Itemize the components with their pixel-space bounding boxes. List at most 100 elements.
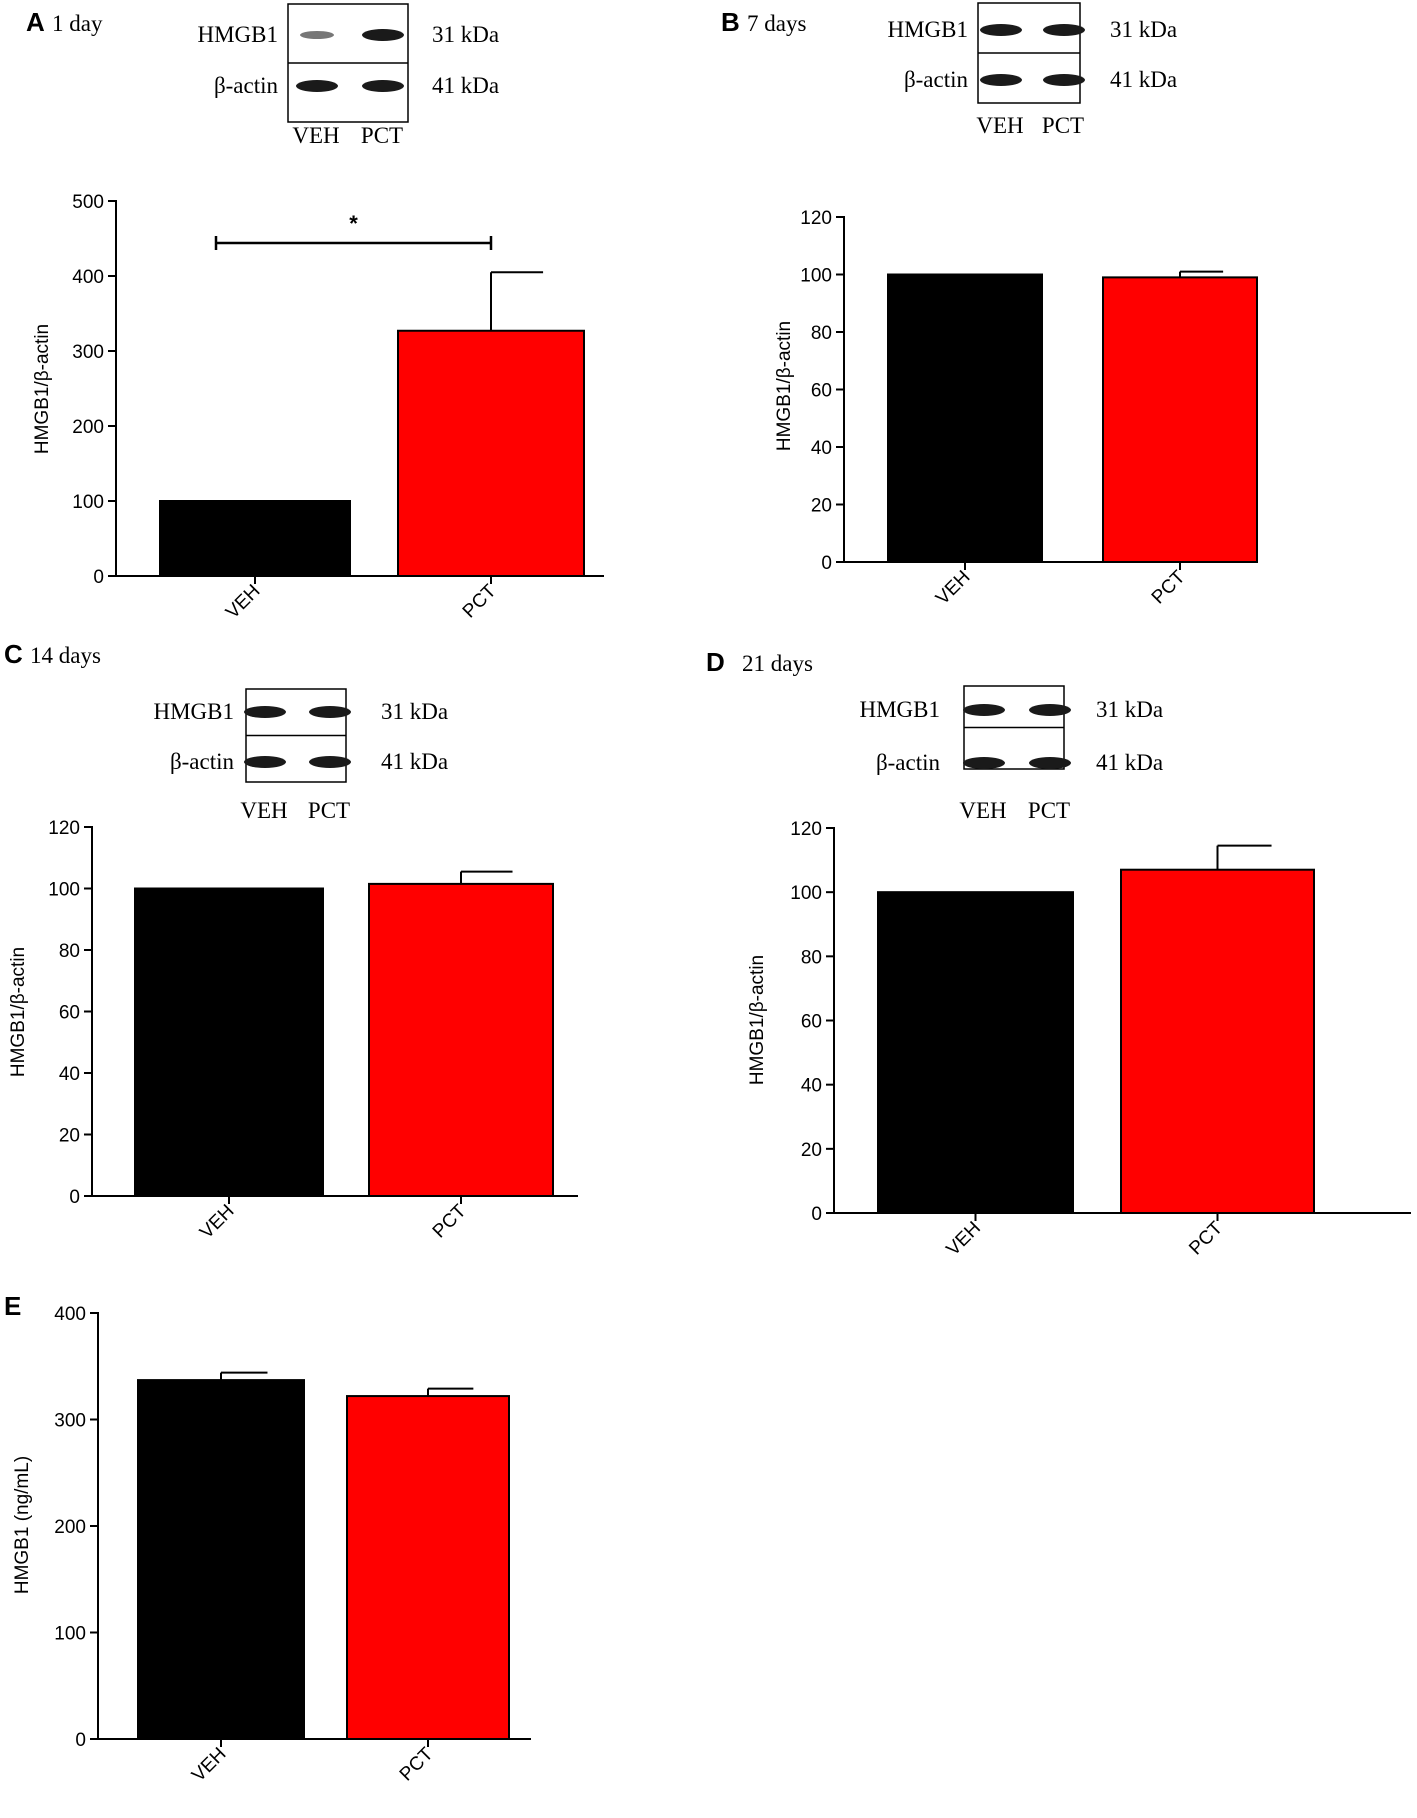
y-tick-label: 60 — [811, 381, 832, 402]
panel-time-label: 14 days — [30, 643, 101, 668]
blot-band — [309, 706, 351, 718]
blot-band — [296, 80, 338, 92]
y-tick-label: 100 — [72, 492, 104, 513]
blot-band — [1043, 74, 1085, 86]
blot-row-label: HMGB1 — [887, 17, 968, 42]
bar-veh — [159, 500, 351, 577]
y-tick-label: 500 — [72, 192, 104, 213]
blot-lane-label: PCT — [1042, 113, 1084, 138]
blot-band — [244, 706, 286, 718]
bar-veh — [137, 1379, 305, 1740]
y-tick-label: 200 — [72, 417, 104, 438]
x-tick-label: VEH — [196, 1201, 238, 1243]
blot-size-label: 31 kDa — [1096, 697, 1163, 722]
blot-band — [309, 756, 351, 768]
blot-lane-label: PCT — [1028, 798, 1070, 823]
y-tick-label: 20 — [811, 496, 832, 517]
y-axis-title: HMGB1/β-actin — [32, 324, 53, 454]
blot-size-label: 41 kDa — [1096, 750, 1163, 775]
bar-pct — [397, 329, 585, 577]
blot-band — [980, 74, 1022, 86]
y-tick-label: 40 — [801, 1076, 822, 1097]
y-tick-label: 100 — [48, 880, 80, 901]
blot-band — [300, 31, 334, 39]
blot-size-label: 41 kDa — [381, 749, 448, 774]
bar-pct — [368, 882, 554, 1197]
y-tick-label: 40 — [59, 1064, 80, 1085]
blot-band — [1029, 757, 1071, 769]
blot-lane-label: PCT — [308, 798, 350, 823]
bar-pct — [1102, 276, 1258, 563]
y-tick-label: 100 — [800, 266, 832, 287]
y-tick-label: 0 — [93, 567, 104, 588]
y-tick-label: 40 — [811, 438, 832, 459]
blot-size-label: 41 kDa — [1110, 67, 1177, 92]
y-tick-label: 60 — [801, 1012, 822, 1033]
panel-time-label: 7 days — [747, 11, 806, 36]
y-tick-label: 100 — [790, 883, 822, 904]
panel-time-label: 21 days — [742, 651, 813, 676]
y-tick-label: 0 — [811, 1204, 822, 1225]
western-blot: HMGB1 31 kDa β-actin 41 kDa VEH PCT — [859, 685, 1163, 823]
y-tick-label: 20 — [801, 1140, 822, 1161]
x-tick-label: PCT — [1148, 566, 1190, 608]
blot-row-label: β-actin — [170, 749, 235, 774]
western-blot: HMGB1 31 kDa β-actin 41 kDa VEH PCT — [197, 3, 499, 148]
blot-band — [362, 80, 404, 92]
blot-band — [963, 757, 1005, 769]
panel-letter: E — [4, 1291, 21, 1321]
panel-time-label: 1 day — [52, 11, 103, 36]
chart-panel-d: D 21 days HMGB1 31 kDa β-actin 41 kDa VEH PCT 0 2… — [706, 647, 1411, 1260]
blot-band — [980, 24, 1022, 36]
bar-veh — [887, 273, 1043, 563]
blot-lane-label: VEH — [959, 798, 1006, 823]
blot-lane-label: VEH — [976, 113, 1023, 138]
panel-letter: C — [4, 639, 23, 669]
y-tick-label: 0 — [69, 1187, 80, 1208]
chart-panel-b: B 7 days HMGB1 31 kDa β-actin 41 kDa VEH PCT 0 20… — [721, 2, 1258, 609]
y-axis-title: HMGB1 (ng/mL) — [12, 1456, 33, 1594]
panel-letter: D — [706, 647, 725, 677]
y-axis-title: HMGB1/β-actin — [8, 947, 29, 1077]
y-tick-label: 60 — [59, 1003, 80, 1024]
blot-band — [362, 29, 404, 41]
blot-row-label: β-actin — [876, 750, 941, 775]
blot-band — [1029, 704, 1071, 716]
y-tick-label: 0 — [821, 553, 832, 574]
blot-band — [1043, 24, 1085, 36]
x-tick-label: VEH — [932, 567, 974, 609]
y-tick-label: 80 — [801, 947, 822, 968]
panel-letter: B — [721, 7, 740, 37]
x-tick-label: PCT — [459, 580, 501, 622]
blot-row-label: HMGB1 — [153, 699, 234, 724]
blot-lane-label: VEH — [292, 123, 339, 148]
y-tick-label: 400 — [54, 1304, 86, 1325]
x-tick-label: PCT — [396, 1743, 438, 1785]
western-blot: HMGB1 31 kDa β-actin 41 kDa VEH PCT — [887, 2, 1177, 138]
y-tick-label: 300 — [72, 342, 104, 363]
x-tick-label: VEH — [222, 581, 264, 623]
y-tick-label: 120 — [800, 208, 832, 229]
chart-panel-a: A 1 day HMGB1 31 kDa β-actin 41 kDa VEH PCT 0 100… — [26, 3, 604, 623]
blot-row-label: HMGB1 — [197, 22, 278, 47]
blot-size-label: 41 kDa — [432, 73, 499, 98]
bar-pct — [346, 1395, 510, 1740]
panel-letter: A — [26, 7, 45, 37]
blot-row-label: β-actin — [214, 73, 279, 98]
y-tick-label: 100 — [54, 1624, 86, 1645]
blot-band — [244, 756, 286, 768]
blot-row-label: HMGB1 — [859, 697, 940, 722]
y-tick-label: 200 — [54, 1517, 86, 1538]
y-tick-label: 0 — [75, 1730, 86, 1751]
blot-band — [963, 704, 1005, 716]
blot-size-label: 31 kDa — [1110, 17, 1177, 42]
y-tick-label: 120 — [790, 819, 822, 840]
y-axis-title: HMGB1/β-actin — [747, 955, 768, 1085]
blot-lane-label: PCT — [361, 123, 403, 148]
western-blot: HMGB1 31 kDa β-actin 41 kDa VEH PCT — [153, 688, 448, 823]
blot-lane-label: VEH — [240, 798, 287, 823]
blot-size-label: 31 kDa — [432, 22, 499, 47]
y-tick-label: 20 — [59, 1126, 80, 1147]
y-tick-label: 120 — [48, 818, 80, 839]
x-tick-label: VEH — [943, 1218, 985, 1260]
